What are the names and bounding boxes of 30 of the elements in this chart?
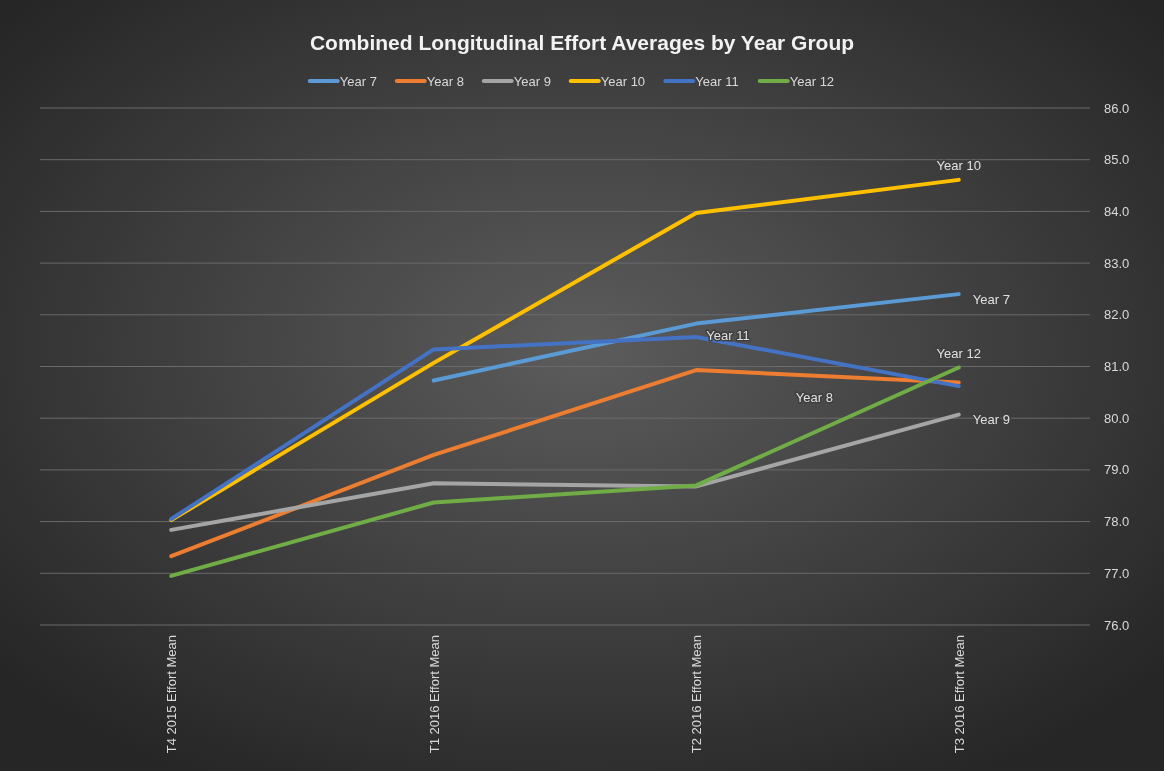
y-tick-label: 86.0 <box>1104 100 1130 116</box>
y-tick-label: 80.0 <box>1104 410 1130 426</box>
x-tick-label: T2 2016 Effort Mean <box>689 635 705 754</box>
chart-title: Combined Longitudinal Effort Averages by Year Group <box>309 31 855 54</box>
legend-label: Year 9 <box>513 73 551 89</box>
line-series <box>169 412 961 532</box>
legend-label: Year 12 <box>789 73 835 89</box>
y-tick-label: 84.0 <box>1104 203 1130 219</box>
text: Year 12 <box>936 346 981 362</box>
legend-label: Year 7 <box>339 73 377 89</box>
x-tick-label: T4 2015 Effort Mean <box>164 635 180 754</box>
y-tick-label: 79.0 <box>1104 462 1130 478</box>
text: Year 8 <box>795 390 833 406</box>
x-tick-label: T3 2016 Effort Mean <box>951 635 967 754</box>
text: Year 9 <box>972 412 1010 428</box>
text: Year 7 <box>972 291 1010 307</box>
y-tick-label: 78.0 <box>1104 514 1130 530</box>
legend-label: Year 11 <box>695 73 739 89</box>
y-tick-label: 82.0 <box>1104 307 1130 323</box>
y-tick-label: 81.0 <box>1104 359 1130 375</box>
line-series <box>169 177 961 523</box>
y-tick-label: 83.0 <box>1104 255 1130 271</box>
x-tick-label: T1 2016 Effort Mean <box>426 635 442 754</box>
text: Year 10 <box>936 158 981 174</box>
y-tick-label: 76.0 <box>1104 617 1130 633</box>
y-tick-label: 85.0 <box>1104 152 1130 168</box>
legend-label: Year 10 <box>600 73 646 89</box>
text: Year 11 <box>706 327 750 343</box>
y-tick-label: 77.0 <box>1104 565 1130 581</box>
legend-label: Year 8 <box>426 73 464 89</box>
